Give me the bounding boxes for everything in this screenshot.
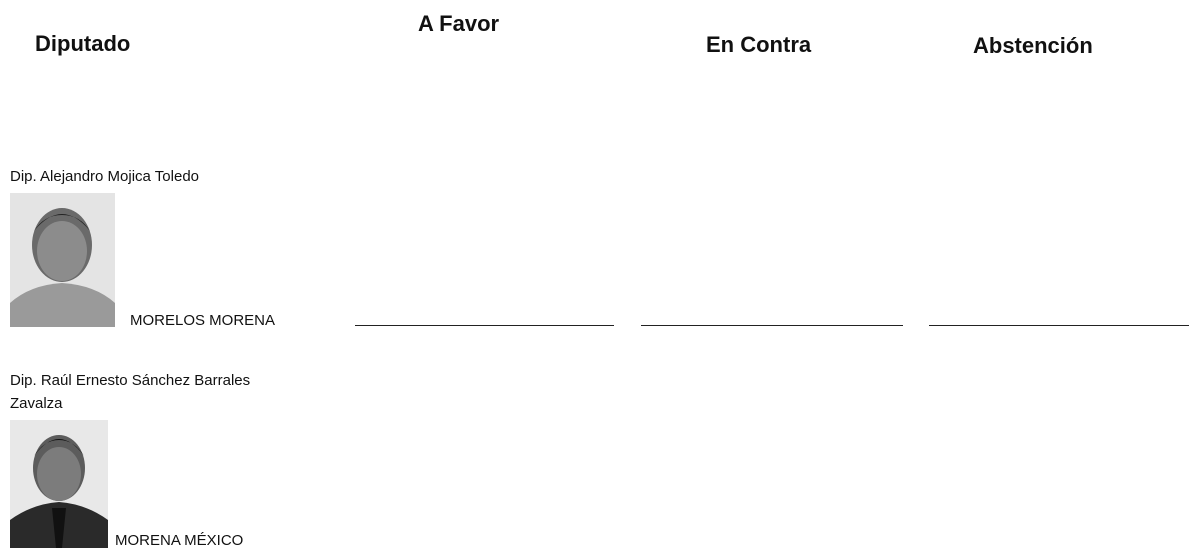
column-header: A Favor (418, 11, 500, 36)
deputy-affiliation: MORENA MÉXICO (115, 532, 244, 549)
column-header: En Contra (706, 32, 812, 57)
signature-line (641, 325, 903, 326)
deputy-photo (10, 420, 108, 548)
column-header: Abstención (973, 33, 1093, 58)
column-header: Diputado (35, 31, 131, 56)
deputy-photo (10, 193, 115, 327)
deputy-name: Dip. Raúl Ernesto Sánchez Barrales Zaval… (10, 372, 251, 412)
signature-line (929, 325, 1189, 326)
deputy-affiliation: MORELOS MORENA (130, 312, 276, 329)
deputy-name: Dip. Alejandro Mojica Toledo (10, 168, 200, 185)
signature-line (355, 325, 614, 326)
